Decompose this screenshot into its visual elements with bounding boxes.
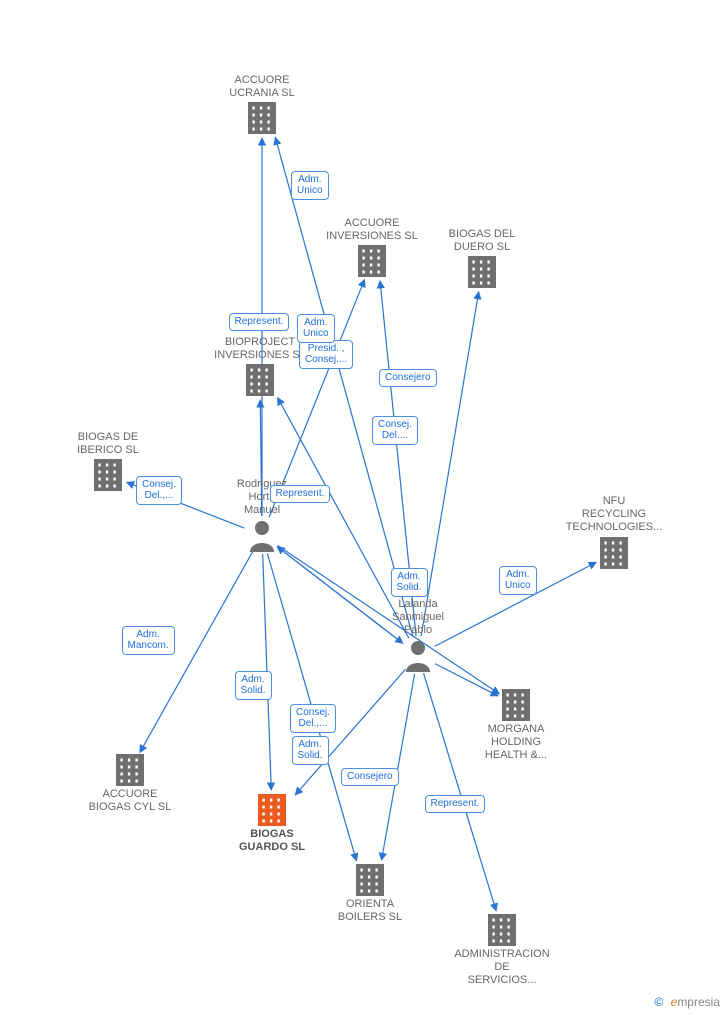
node-label: NFURECYCLINGTECHNOLOGIES... bbox=[544, 495, 684, 535]
company-node-nfu[interactable]: NFURECYCLINGTECHNOLOGIES... bbox=[544, 495, 684, 571]
company-node-biogas_guardo[interactable]: BIOGASGUARDO SL bbox=[202, 792, 342, 854]
edge-label: Consejero bbox=[379, 369, 437, 387]
company-node-morgana[interactable]: MORGANAHOLDINGHEALTH &... bbox=[446, 687, 586, 763]
brand-rest: mpresia bbox=[677, 995, 720, 1009]
watermark: © empresia bbox=[654, 995, 720, 1009]
node-label: ORIENTABOILERS SL bbox=[300, 898, 440, 924]
edge-label: Adm.Unico bbox=[499, 566, 537, 595]
edge-label: Consej.Del.,... bbox=[136, 476, 182, 505]
edge-label: Adm.Solid. bbox=[391, 568, 428, 597]
edge-label: Adm.Solid. bbox=[292, 736, 329, 765]
edge-label: Represent. bbox=[270, 485, 331, 503]
node-label: MORGANAHOLDINGHEALTH &... bbox=[446, 723, 586, 763]
person-node-lalanda[interactable]: LalandaSanmiguelPablo bbox=[348, 598, 488, 672]
node-label: LalandaSanmiguelPablo bbox=[348, 598, 488, 638]
edge-label: Presid. ,Consej.... bbox=[299, 340, 353, 369]
edge-label: Consej.Del.,... bbox=[290, 704, 336, 733]
node-label: BIOGASGUARDO SL bbox=[202, 828, 342, 854]
company-node-orienta[interactable]: ORIENTABOILERS SL bbox=[300, 862, 440, 924]
company-node-accuore_ucrania[interactable]: ACCUOREUCRANIA SL bbox=[192, 74, 332, 136]
node-label: ACCUOREBIOGAS CYL SL bbox=[60, 788, 200, 814]
edge-label: Adm.Unico bbox=[297, 314, 335, 343]
company-node-biogas_duero[interactable]: BIOGAS DELDUERO SL bbox=[412, 228, 552, 290]
copyright-icon: © bbox=[654, 995, 663, 1009]
company-node-accuore_biogas_cyl[interactable]: ACCUOREBIOGAS CYL SL bbox=[60, 752, 200, 814]
edge-label: Adm.Solid. bbox=[235, 671, 272, 700]
edge-label: Consej.Del.... bbox=[372, 416, 418, 445]
edge-label: Adm.Mancom. bbox=[122, 626, 175, 655]
company-node-admin_serv[interactable]: ADMINISTRACIONDESERVICIOS... bbox=[432, 912, 572, 988]
node-label: ADMINISTRACIONDESERVICIOS... bbox=[432, 948, 572, 988]
edge-label: Represent. bbox=[229, 313, 290, 331]
node-label: ACCUOREUCRANIA SL bbox=[192, 74, 332, 100]
node-label: BIOGAS DEIBERICO SL bbox=[38, 431, 178, 457]
edge-lalanda-orienta bbox=[382, 674, 415, 861]
node-label: BIOGAS DELDUERO SL bbox=[412, 228, 552, 254]
edge-label: Consejero bbox=[341, 768, 399, 786]
edge-lalanda-biogas_duero bbox=[421, 292, 479, 637]
network-diagram: ACCUOREUCRANIA SL ACCUOREINVERSIONES SL … bbox=[0, 0, 728, 1015]
edge-label: Represent. bbox=[425, 795, 486, 813]
edge-label: Adm.Unico bbox=[291, 171, 329, 200]
